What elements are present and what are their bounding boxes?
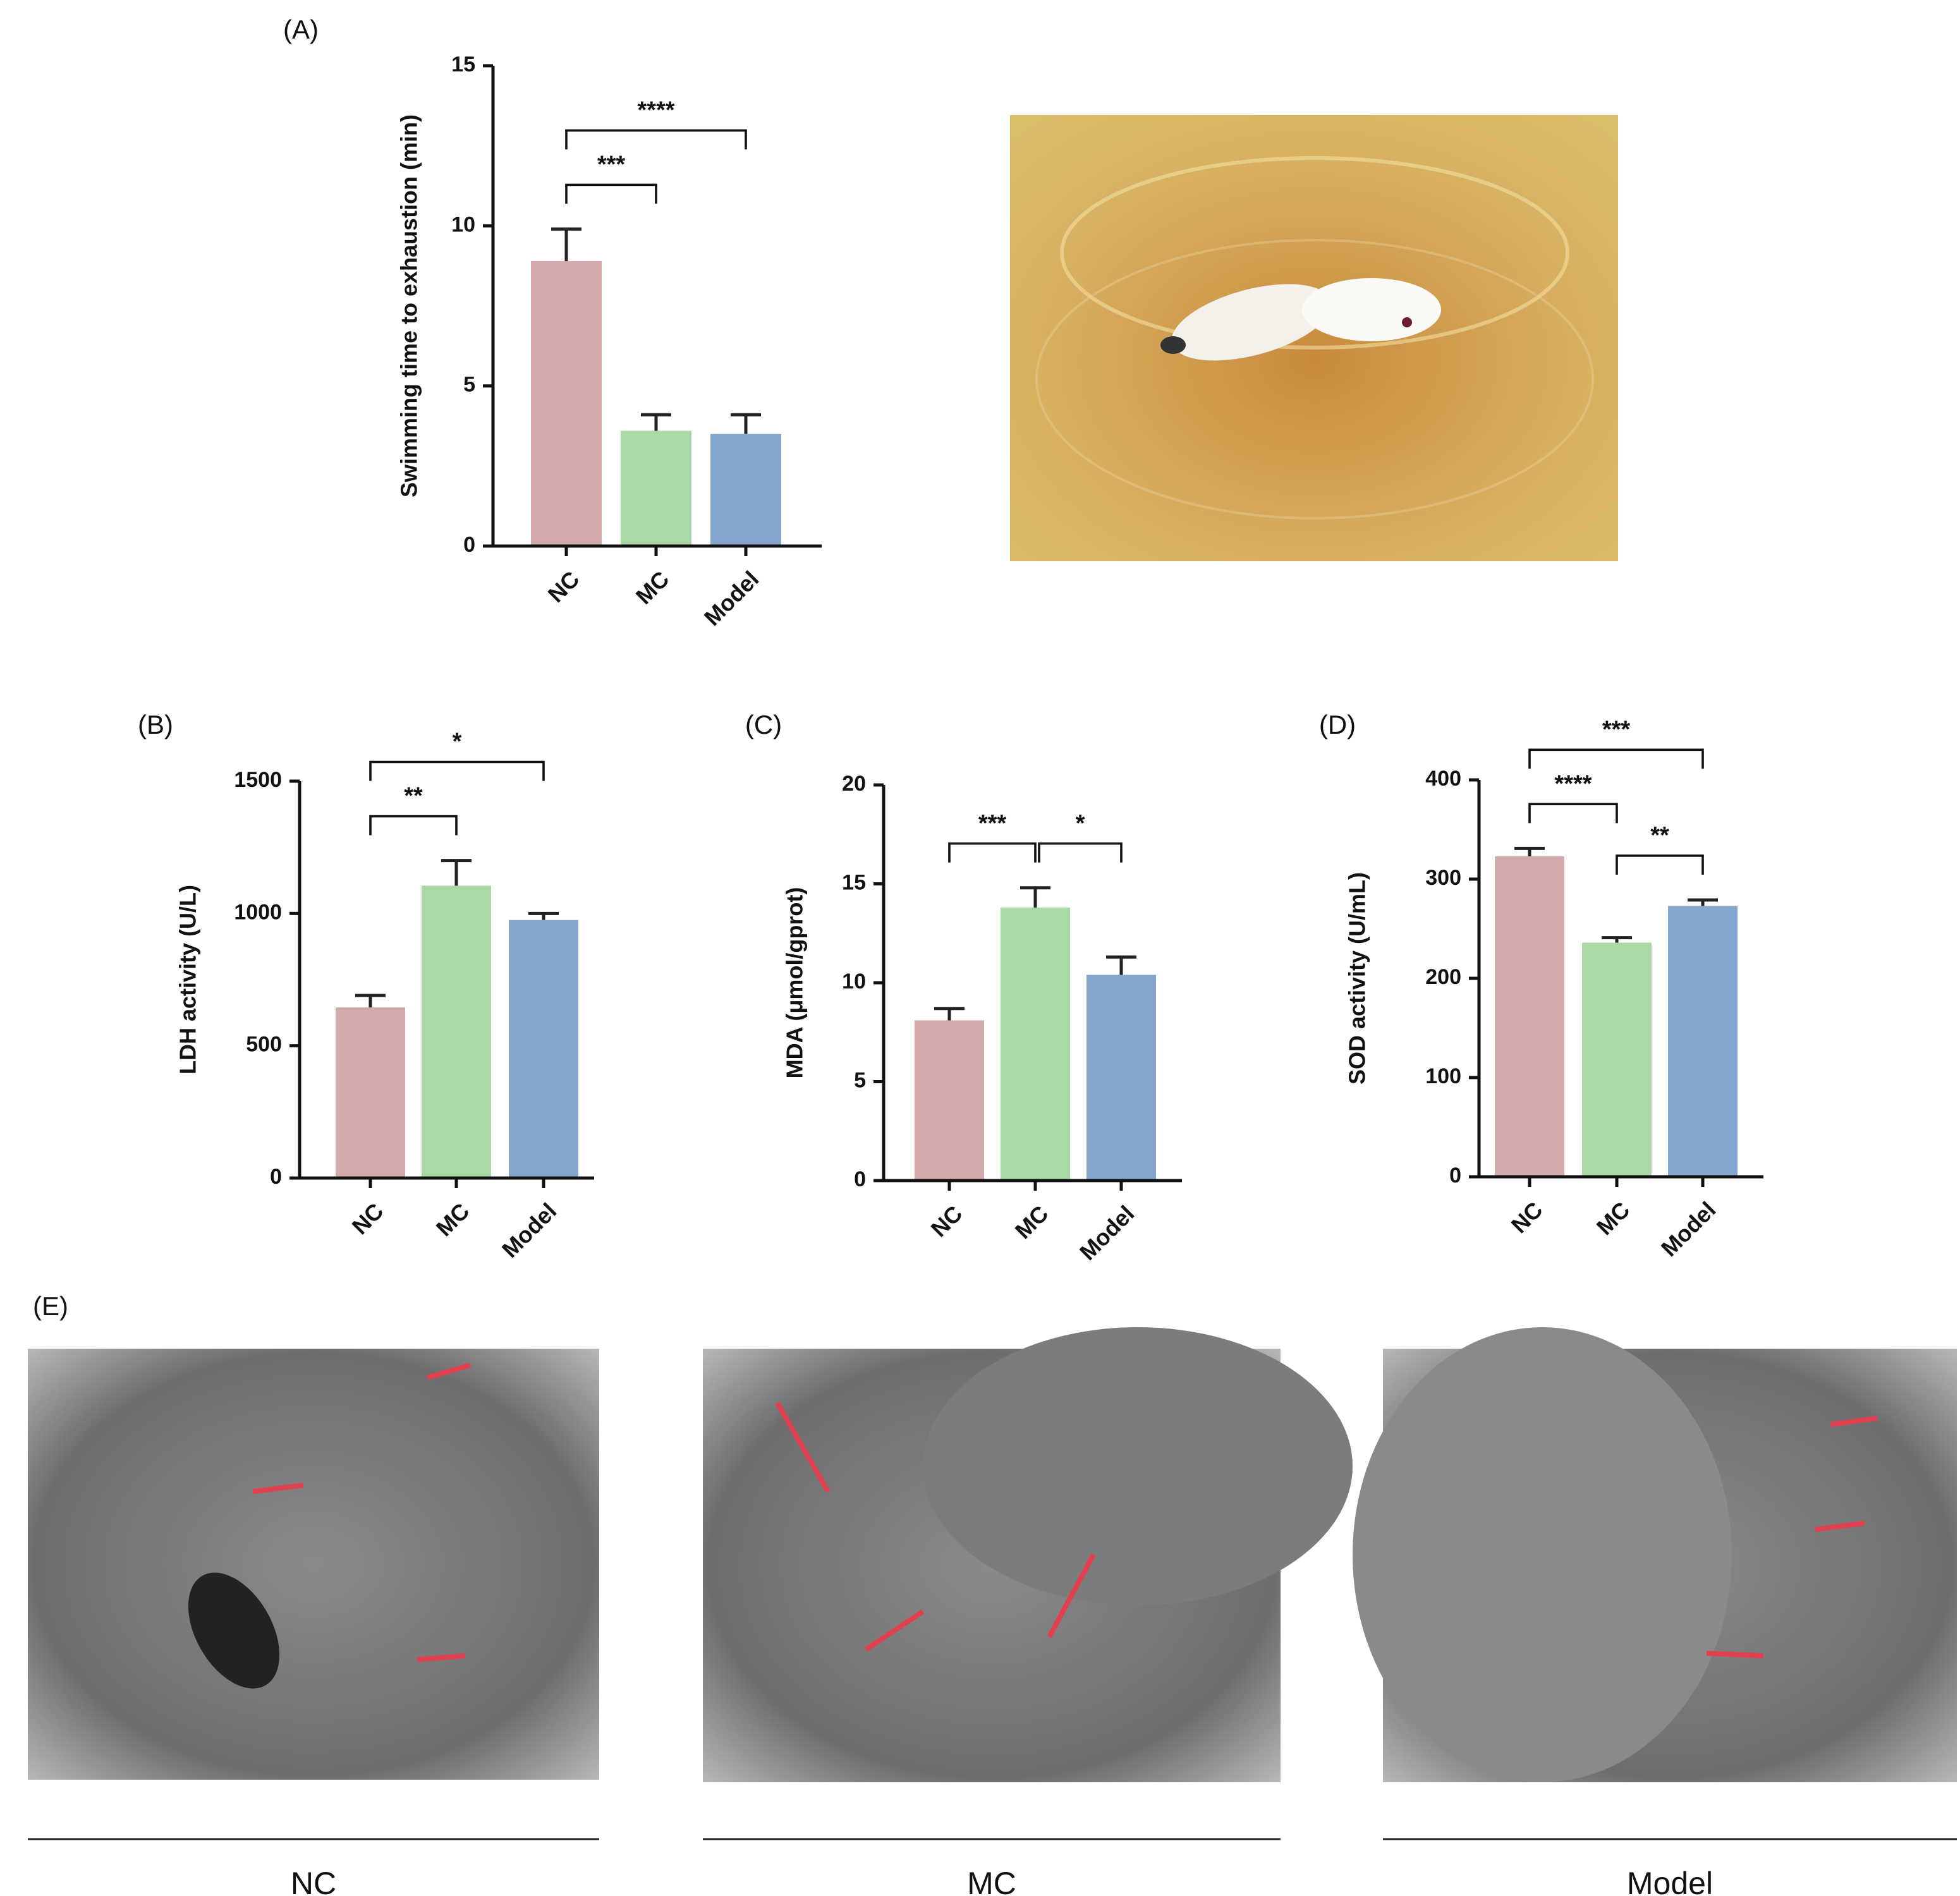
- x-tick-label: NC: [543, 566, 585, 607]
- significance-label: ***: [597, 151, 626, 178]
- y-tick-label: 0: [463, 533, 475, 557]
- x-tick-label: Model: [1656, 1196, 1721, 1261]
- y-axis-label: MDA (μmol/gprot): [782, 887, 808, 1079]
- bar: [1495, 856, 1564, 1177]
- tem-images: [28, 1327, 1957, 1782]
- y-tick-label: 300: [1425, 866, 1461, 890]
- bar-chart: (D) SOD activity (U/mL) 0 100 200 300 400 NC MC M…: [1319, 710, 1763, 1261]
- x-tick-label: NC: [1506, 1196, 1548, 1238]
- y-tick-label: 5: [854, 1068, 866, 1092]
- significance-label: **: [1650, 822, 1669, 849]
- y-tick-label: 400: [1425, 767, 1461, 791]
- y-tick-label: 1500: [234, 768, 282, 792]
- significance-label: *: [453, 729, 462, 755]
- error-bar: [1106, 955, 1136, 975]
- significance-label: **: [404, 783, 423, 810]
- panel-label: (B): [138, 710, 173, 739]
- y-axis-label: SOD activity (U/mL): [1344, 872, 1370, 1085]
- y-axis-label: LDH activity (U/L): [175, 885, 201, 1074]
- bar: [509, 920, 578, 1178]
- error-bar: [1688, 898, 1718, 906]
- y-tick-label: 100: [1425, 1064, 1461, 1088]
- panel-label: (C): [745, 710, 782, 739]
- bar: [336, 1007, 405, 1178]
- error-bar: [355, 994, 386, 1007]
- axes: [1477, 780, 1763, 1179]
- y-tick-label: 500: [246, 1033, 282, 1057]
- y-tick-label: 5: [463, 373, 475, 397]
- bar: [1582, 942, 1652, 1177]
- x-tick-label: MC: [631, 566, 674, 609]
- bar: [1001, 908, 1070, 1181]
- x-tick-label: MC: [431, 1198, 475, 1241]
- significance-label: ***: [978, 810, 1007, 837]
- y-tick-label: 20: [842, 772, 866, 796]
- image-label: MC: [967, 1866, 1016, 1896]
- bar: [915, 1020, 984, 1181]
- significance-bracket: [565, 129, 747, 150]
- bar-chart: (A) Swimming time to exhaustion (min) 0 5 10…: [283, 15, 822, 631]
- error-bar: [441, 859, 472, 886]
- x-tick-label: NC: [926, 1200, 968, 1242]
- swim-photo: [1010, 115, 1618, 561]
- y-tick-label: 1000: [234, 900, 282, 924]
- x-tick-label: Model: [1074, 1200, 1140, 1265]
- y-tick-label: 0: [1449, 1164, 1461, 1188]
- x-tick-label: Model: [699, 566, 764, 631]
- axes: [882, 785, 1182, 1182]
- bar-chart: (B) LDH activity (U/L) 0 500 1000 1500 NC MC Mod…: [138, 710, 594, 1263]
- significance-bracket: [1616, 854, 1704, 875]
- image-label: NC: [291, 1866, 336, 1896]
- bar: [1087, 975, 1156, 1181]
- significance-label: ****: [637, 97, 674, 123]
- significance-bracket: [948, 842, 1037, 863]
- significance-label: ***: [1602, 716, 1631, 743]
- significance-bracket: [565, 183, 657, 204]
- y-tick-label: 10: [451, 212, 475, 236]
- x-tick-label: NC: [347, 1198, 389, 1239]
- axes: [491, 66, 822, 548]
- bar: [621, 430, 691, 546]
- bar: [1668, 906, 1738, 1177]
- significance-bracket: [369, 815, 458, 836]
- significance-bracket: [369, 760, 545, 781]
- significance-bracket: [1528, 748, 1704, 769]
- significance-bracket: [1528, 803, 1618, 823]
- panel-e: (E) NC MC Model: [28, 1291, 1957, 1896]
- error-bar: [641, 413, 671, 431]
- panel-label: (E): [33, 1291, 68, 1321]
- significance-label: *: [1076, 810, 1085, 837]
- panel-label: (D): [1319, 710, 1356, 739]
- y-tick-label: 15: [451, 52, 475, 76]
- panel-label: (A): [283, 15, 319, 44]
- y-tick-label: 200: [1425, 965, 1461, 989]
- y-tick-label: 0: [270, 1165, 282, 1189]
- significance-bracket: [1038, 842, 1123, 863]
- error-bar: [528, 911, 559, 920]
- y-tick-label: 15: [842, 870, 866, 894]
- error-bar: [1514, 846, 1545, 856]
- image-label: Model: [1627, 1866, 1713, 1896]
- x-tick-label: MC: [1010, 1200, 1054, 1244]
- significance-label: ****: [1554, 770, 1592, 797]
- y-tick-label: 10: [842, 969, 866, 994]
- y-axis-label: Swimming time to exhaustion (min): [396, 114, 422, 497]
- x-tick-label: Model: [497, 1198, 562, 1263]
- y-tick-label: 0: [854, 1167, 866, 1191]
- bar: [422, 885, 491, 1178]
- axes: [298, 781, 594, 1180]
- error-bar: [1602, 936, 1632, 943]
- error-bar: [1020, 886, 1050, 908]
- bar: [531, 261, 602, 546]
- error-bar: [731, 413, 761, 434]
- x-tick-label: MC: [1592, 1196, 1635, 1240]
- error-bar: [934, 1007, 965, 1021]
- bar: [710, 434, 781, 546]
- error-bar: [551, 227, 581, 262]
